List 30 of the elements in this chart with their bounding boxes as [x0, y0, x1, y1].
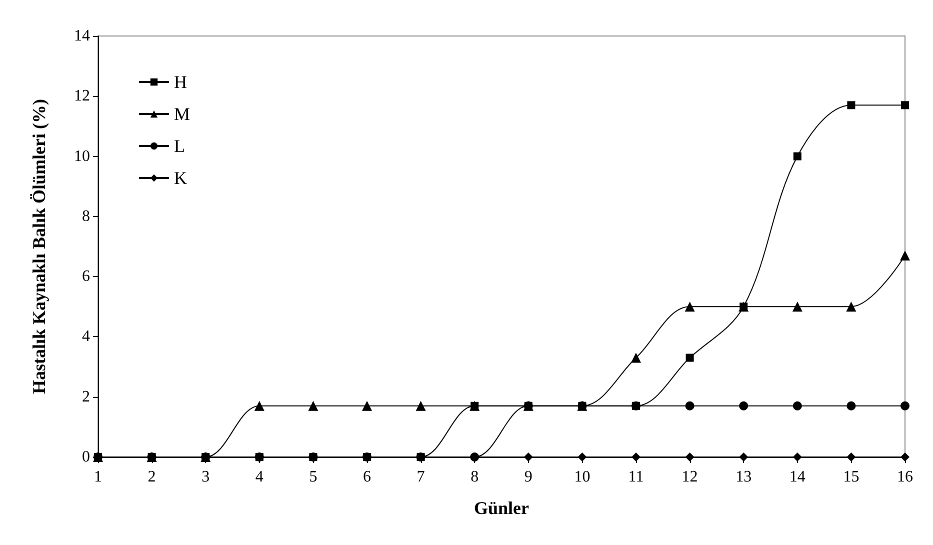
- x-tick-label: 12: [682, 468, 698, 486]
- y-tick-label: 10: [74, 148, 90, 165]
- x-tick-label: 5: [309, 468, 318, 486]
- x-tick-label: 13: [736, 468, 752, 486]
- legend-label: L: [174, 136, 185, 156]
- x-tick-label: 14: [789, 468, 806, 486]
- x-tick-label: 11: [628, 468, 644, 486]
- y-tick-label: 12: [74, 88, 90, 105]
- x-tick-label: 15: [843, 468, 860, 486]
- y-tick-label: 14: [74, 28, 90, 44]
- x-tick-label: 2: [148, 468, 156, 486]
- y-tick-label: 6: [82, 268, 90, 286]
- x-tick-label: 9: [524, 468, 532, 486]
- y-axis-title: Hastalık Kaynaklı Balık Ölümleri (%): [29, 98, 49, 394]
- y-tick-label: 8: [82, 208, 90, 225]
- x-tick-label: 10: [574, 468, 590, 486]
- x-axis-title: Günler: [474, 498, 530, 518]
- x-tick-label: 7: [416, 468, 425, 486]
- x-tick-label: 4: [255, 468, 264, 486]
- legend-label: M: [174, 104, 190, 124]
- y-tick-label: 2: [82, 388, 90, 406]
- x-tick-label: 3: [202, 468, 210, 486]
- y-tick-label: 0: [82, 448, 90, 466]
- x-tick-label: 6: [363, 468, 371, 486]
- x-tick-label: 1: [94, 468, 102, 486]
- x-tick-label: 16: [897, 468, 913, 486]
- x-tick-label: 8: [470, 468, 479, 486]
- y-tick-label: 4: [82, 328, 90, 346]
- legend-label: K: [174, 168, 187, 188]
- legend-label: H: [174, 72, 187, 92]
